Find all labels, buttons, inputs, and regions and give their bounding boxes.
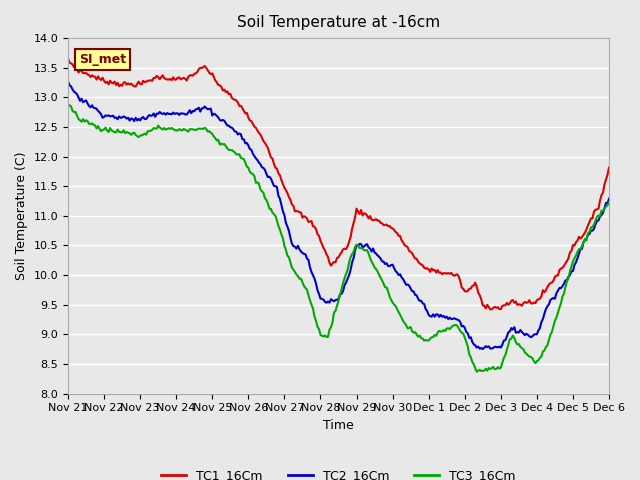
TC2_16Cm <box>605 196 613 202</box>
TC1_16Cm <box>541 289 548 295</box>
Line: TC3_16Cm: TC3_16Cm <box>68 105 609 372</box>
TC3_16Cm <box>166 126 174 132</box>
TC1_16Cm <box>165 77 173 83</box>
TC1_16Cm <box>79 70 87 76</box>
Legend: TC1_16Cm, TC2_16Cm, TC3_16Cm: TC1_16Cm, TC2_16Cm, TC3_16Cm <box>156 464 521 480</box>
TC2_16Cm <box>479 346 486 352</box>
TC2_16Cm <box>79 99 87 105</box>
Title: Soil Temperature at -16cm: Soil Temperature at -16cm <box>237 15 440 30</box>
Y-axis label: Soil Temperature (C): Soil Temperature (C) <box>15 152 28 280</box>
TC3_16Cm <box>404 325 412 331</box>
TC1_16Cm <box>486 306 494 312</box>
TC3_16Cm <box>473 369 481 374</box>
TC1_16Cm <box>64 56 72 61</box>
X-axis label: Time: Time <box>323 419 354 432</box>
TC2_16Cm <box>372 251 380 256</box>
Text: SI_met: SI_met <box>79 53 126 66</box>
TC3_16Cm <box>66 102 74 108</box>
TC3_16Cm <box>392 303 399 309</box>
TC2_16Cm <box>403 282 410 288</box>
TC3_16Cm <box>374 269 381 275</box>
TC1_16Cm <box>390 227 398 233</box>
TC2_16Cm <box>165 111 173 117</box>
TC3_16Cm <box>81 119 88 124</box>
TC2_16Cm <box>64 78 72 84</box>
TC1_16Cm <box>605 165 613 170</box>
Line: TC1_16Cm: TC1_16Cm <box>68 59 609 309</box>
TC3_16Cm <box>605 200 613 205</box>
Line: TC2_16Cm: TC2_16Cm <box>68 81 609 349</box>
TC1_16Cm <box>403 243 410 249</box>
TC2_16Cm <box>541 311 548 317</box>
TC3_16Cm <box>542 344 550 350</box>
TC3_16Cm <box>64 103 72 108</box>
TC1_16Cm <box>372 216 380 222</box>
TC2_16Cm <box>390 265 398 271</box>
